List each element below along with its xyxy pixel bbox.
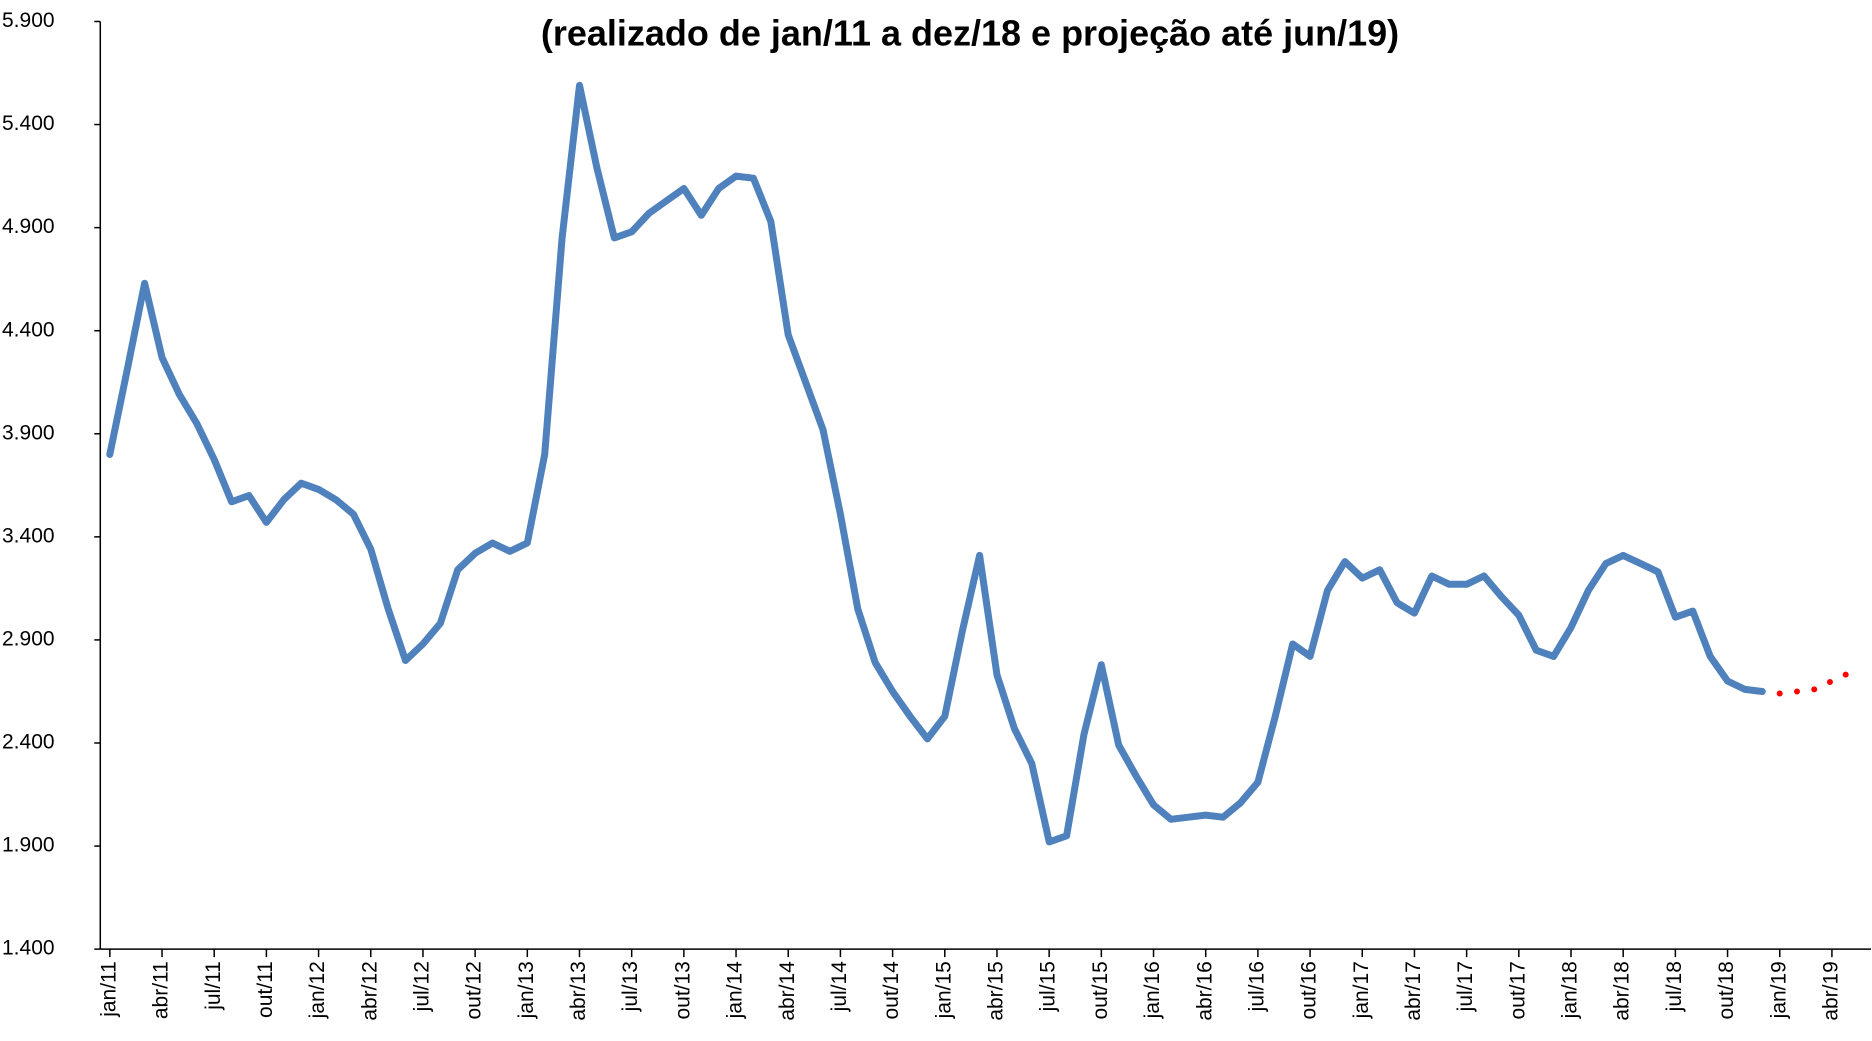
chart-title: (realizado de jan/11 a dez/18 e projeção…	[541, 13, 1399, 54]
x-tick-label: jan/14	[724, 961, 747, 1020]
x-tick-label: abr/16	[1193, 961, 1216, 1021]
x-tick-label: jul/14	[828, 961, 851, 1013]
y-tick-label: 2.900	[2, 627, 55, 650]
x-tick-label: jul/11	[202, 961, 225, 1011]
x-tick-label: jan/16	[1141, 961, 1164, 1019]
x-tick-label: jan/11	[97, 961, 120, 1018]
x-tick-label: jul/13	[619, 961, 642, 1012]
page: {"chart_data": { "type": "line", "title"…	[0, 0, 1872, 1041]
x-tick-label: out/11	[254, 961, 277, 1018]
x-tick-label: abr/11	[150, 961, 173, 1019]
x-tick-label: abr/19	[1819, 961, 1842, 1021]
x-tick-label: jan/15	[932, 961, 955, 1019]
y-tick-label: 5.900	[2, 9, 55, 32]
x-tick-label: jan/12	[306, 961, 329, 1019]
x-tick-label: abr/12	[358, 961, 381, 1021]
x-tick-label: abr/13	[567, 961, 590, 1021]
x-tick-label: abr/15	[985, 961, 1008, 1021]
y-tick-label: 2.400	[2, 731, 55, 754]
y-tick-label: 3.400	[2, 524, 55, 547]
x-tick-label: out/12	[463, 961, 486, 1019]
x-tick-label: out/13	[671, 961, 694, 1019]
y-tick-label: 4.400	[2, 318, 55, 341]
x-tick-label: abr/18	[1611, 961, 1634, 1021]
x-tick-label: abr/14	[776, 961, 799, 1021]
x-tick-label: out/18	[1715, 961, 1738, 1019]
x-tick-label: abr/17	[1402, 961, 1425, 1021]
x-tick-label: out/15	[1089, 961, 1112, 1019]
x-tick-label: jan/18	[1559, 961, 1582, 1019]
x-tick-label: jan/19	[1767, 961, 1790, 1019]
y-tick-label: 3.900	[2, 421, 55, 444]
x-tick-label: jul/12	[410, 961, 433, 1012]
chart: (realizado de jan/11 a dez/18 e projeção…	[0, 0, 1872, 1041]
x-tick-label: jul/15	[1037, 961, 1060, 1012]
x-tick-label: jan/13	[515, 961, 538, 1019]
y-tick-label: 4.900	[2, 215, 55, 238]
series-line	[110, 85, 1763, 842]
x-tick-label: out/14	[880, 961, 903, 1020]
y-tick-label: 5.400	[2, 112, 55, 135]
x-tick-label: jul/18	[1663, 961, 1686, 1012]
series-line	[1780, 673, 1850, 694]
x-tick-label: out/16	[1298, 961, 1321, 1019]
x-tick-label: out/17	[1506, 961, 1529, 1019]
y-tick-label: 1.900	[2, 834, 55, 857]
x-tick-label: jul/16	[1245, 961, 1268, 1012]
y-tick-label: 1.400	[2, 937, 55, 960]
x-tick-label: jul/17	[1454, 961, 1477, 1012]
x-tick-label: jan/17	[1350, 961, 1373, 1019]
